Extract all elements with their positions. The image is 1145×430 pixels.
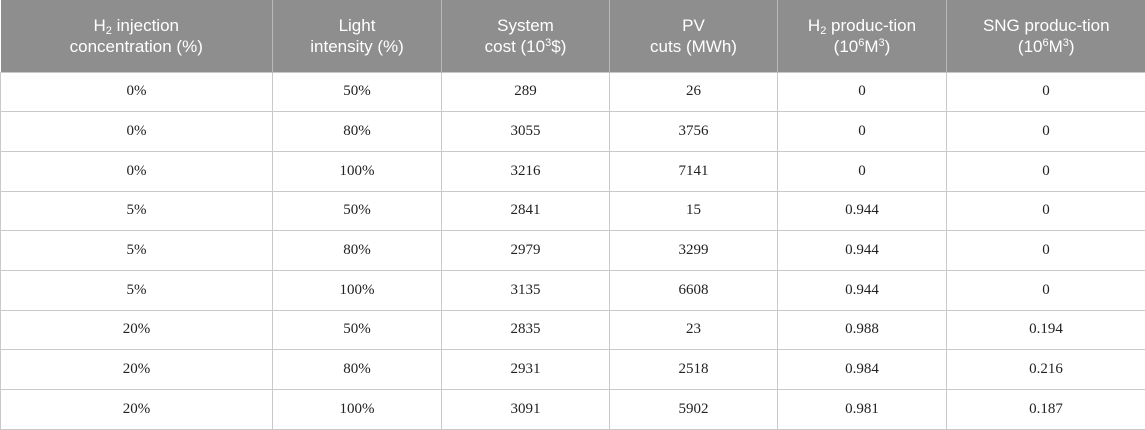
header-line: H2 produc-tion: [807, 15, 917, 37]
cell-h2-concentration: 20%: [0, 309, 273, 351]
cell-h2-production: 0: [777, 71, 947, 113]
table-row: 5% 50% 2841 15 0.944 0: [0, 190, 1145, 232]
table-row: 5% 100% 3135 6608 0.944 0: [0, 269, 1145, 311]
cell-light-intensity: 80%: [272, 349, 442, 390]
cell-system-cost: 289: [441, 71, 610, 113]
cell-system-cost: 3055: [441, 111, 610, 152]
cell-h2-production: 0.944: [777, 230, 947, 271]
cell-sng-production: 0: [946, 230, 1145, 271]
cell-h2-production: 0.981: [777, 389, 947, 430]
cell-sng-production: 0: [946, 190, 1145, 232]
cell-h2-concentration: 0%: [0, 71, 273, 113]
header-line: H2 injection: [93, 15, 179, 37]
header-sng-production: SNG produc-tion (106M3): [946, 0, 1145, 72]
header-row: H2 injection concentration (%) Light int…: [0, 0, 1145, 72]
cell-system-cost: 2841: [441, 190, 610, 232]
cell-pv-cuts: 7141: [609, 150, 778, 192]
header-line: System: [497, 15, 554, 35]
cell-h2-production: 0.944: [777, 190, 947, 232]
table-row: 0% 80% 3055 3756 0 0: [0, 111, 1145, 152]
cell-light-intensity: 50%: [272, 190, 442, 232]
table-row: 0% 50% 289 26 0 0: [0, 71, 1145, 113]
cell-sng-production: 0.216: [946, 349, 1145, 390]
cell-pv-cuts: 15: [609, 190, 778, 232]
cell-system-cost: 2931: [441, 349, 610, 390]
header-light-intensity: Light intensity (%): [272, 0, 442, 72]
header-line: (106M3): [1017, 36, 1075, 56]
table-header: H2 injection concentration (%) Light int…: [0, 0, 1145, 72]
cell-h2-concentration: 5%: [0, 190, 273, 232]
cell-h2-production: 0.988: [777, 309, 947, 351]
cell-h2-concentration: 20%: [0, 389, 273, 430]
header-line: Light: [338, 15, 376, 35]
cell-h2-production: 0: [777, 150, 947, 192]
cell-h2-concentration: 20%: [0, 349, 273, 390]
header-line: PV: [682, 15, 705, 35]
table-row: 20% 80% 2931 2518 0.984 0.216: [0, 349, 1145, 390]
table-body: 0% 50% 289 26 0 0 0% 80% 3055 3756 0 0 0…: [0, 71, 1145, 430]
cell-pv-cuts: 5902: [609, 389, 778, 430]
cell-pv-cuts: 26: [609, 71, 778, 113]
cell-h2-concentration: 5%: [0, 230, 273, 271]
header-line: cost (103$): [484, 36, 567, 56]
cell-h2-production: 0.984: [777, 349, 947, 390]
cell-light-intensity: 80%: [272, 111, 442, 152]
header-line: cuts (MWh): [650, 36, 737, 56]
header-line: concentration (%): [69, 36, 203, 56]
cell-pv-cuts: 3299: [609, 230, 778, 271]
header-system-cost: System cost (103$): [441, 0, 610, 72]
cell-pv-cuts: 6608: [609, 269, 778, 311]
header-line: (106M3): [833, 36, 891, 56]
header-pv-cuts: PV cuts (MWh): [609, 0, 778, 72]
table-row: 20% 50% 2835 23 0.988 0.194: [0, 309, 1145, 351]
cell-system-cost: 3216: [441, 150, 610, 192]
header-h2-injection-concentration: H2 injection concentration (%): [0, 0, 273, 72]
cell-light-intensity: 100%: [272, 389, 442, 430]
cell-sng-production: 0: [946, 269, 1145, 311]
cell-sng-production: 0: [946, 150, 1145, 192]
cell-h2-concentration: 0%: [0, 150, 273, 192]
cell-sng-production: 0.194: [946, 309, 1145, 351]
cell-light-intensity: 50%: [272, 71, 442, 113]
cell-light-intensity: 80%: [272, 230, 442, 271]
cell-light-intensity: 50%: [272, 309, 442, 351]
cell-sng-production: 0.187: [946, 389, 1145, 430]
cell-pv-cuts: 23: [609, 309, 778, 351]
header-line: intensity (%): [310, 36, 404, 56]
cell-system-cost: 2835: [441, 309, 610, 351]
cell-h2-concentration: 0%: [0, 111, 273, 152]
table-row: 0% 100% 3216 7141 0 0: [0, 150, 1145, 192]
cell-pv-cuts: 2518: [609, 349, 778, 390]
header-line: SNG produc-tion: [982, 15, 1110, 35]
cell-light-intensity: 100%: [272, 269, 442, 311]
table-row: 20% 100% 3091 5902 0.981 0.187: [0, 389, 1145, 430]
cell-sng-production: 0: [946, 71, 1145, 113]
cell-h2-concentration: 5%: [0, 269, 273, 311]
cell-h2-production: 0: [777, 111, 947, 152]
cell-h2-production: 0.944: [777, 269, 947, 311]
cell-system-cost: 2979: [441, 230, 610, 271]
header-h2-production: H2 produc-tion (106M3): [777, 0, 947, 72]
cell-system-cost: 3091: [441, 389, 610, 430]
cell-system-cost: 3135: [441, 269, 610, 311]
cell-sng-production: 0: [946, 111, 1145, 152]
cell-pv-cuts: 3756: [609, 111, 778, 152]
table-row: 5% 80% 2979 3299 0.944 0: [0, 230, 1145, 271]
cell-light-intensity: 100%: [272, 150, 442, 192]
